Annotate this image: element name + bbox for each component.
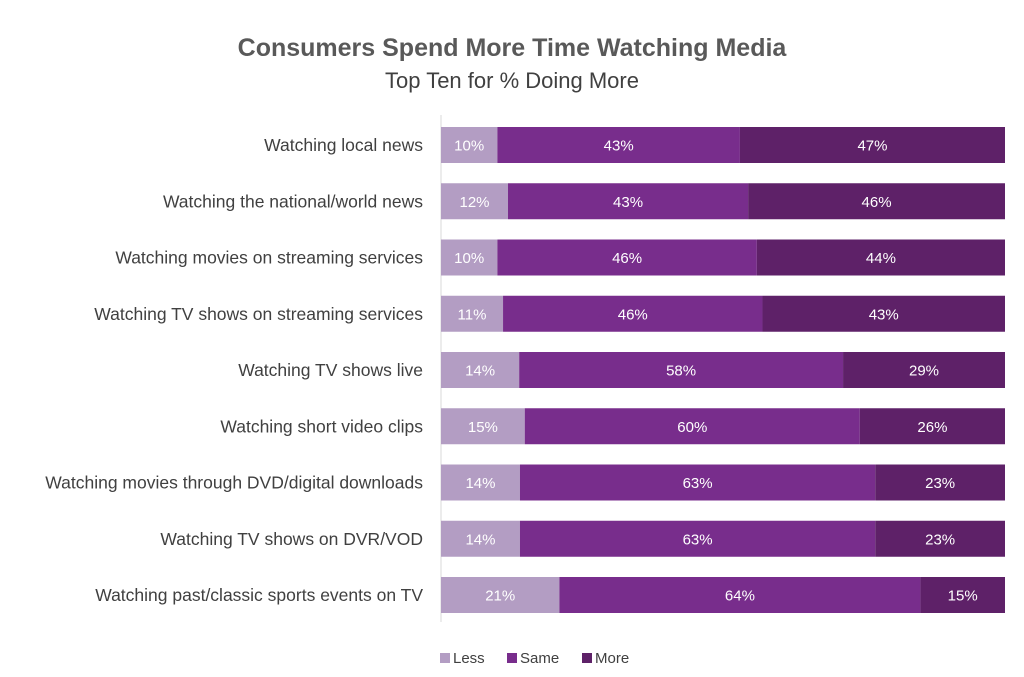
data-label: 58%	[666, 363, 696, 380]
category-label: Watching short video clips	[220, 416, 423, 436]
data-label: 63%	[683, 531, 713, 548]
category-label: Watching TV shows on streaming services	[94, 304, 423, 324]
bar-segment-less	[441, 520, 520, 557]
data-label: 15%	[468, 419, 498, 436]
legend-label-same: Same	[520, 650, 559, 667]
data-label: 47%	[857, 138, 887, 155]
bar-segment-same	[559, 577, 921, 613]
chart-subtitle: Top Ten for % Doing More	[385, 68, 639, 93]
bar-segment-less	[441, 408, 525, 445]
bar-segment-same	[524, 408, 860, 445]
chart-title: Consumers Spend More Time Watching Media	[237, 34, 787, 62]
data-label: 15%	[948, 588, 978, 605]
bar-segment-same	[519, 352, 844, 388]
data-label: 26%	[917, 419, 947, 436]
bar-segment-more	[748, 183, 1005, 220]
bar-segment-less	[441, 127, 498, 163]
data-label: 14%	[465, 363, 495, 380]
data-label: 21%	[485, 588, 515, 605]
data-label: 12%	[459, 194, 489, 211]
bar-segment-less	[441, 464, 520, 501]
bar-segment-less	[441, 295, 504, 332]
bar-segment-more	[920, 577, 1005, 613]
bar-segment-less	[441, 239, 498, 276]
data-label: 10%	[454, 250, 484, 267]
data-label: 60%	[677, 419, 707, 436]
bar-segment-more	[756, 239, 1005, 276]
data-label: 43%	[613, 194, 643, 211]
data-label: 46%	[618, 306, 648, 323]
data-label: 44%	[866, 250, 896, 267]
legend-swatch-less	[440, 653, 450, 663]
bar-segment-same	[519, 520, 876, 557]
bar-segment-less	[441, 183, 509, 220]
legend-swatch-more	[582, 653, 592, 663]
data-label: 46%	[862, 194, 892, 211]
data-label: 63%	[683, 475, 713, 492]
legend-label-more: More	[595, 650, 629, 667]
category-label: Watching the national/world news	[163, 191, 423, 211]
bar-segment-same	[497, 239, 757, 276]
bar-segment-less	[441, 352, 520, 388]
bar-segment-same	[503, 295, 763, 332]
category-label: Watching past/classic sports events on T…	[95, 585, 423, 605]
data-label: 14%	[465, 531, 495, 548]
data-label: 43%	[869, 306, 899, 323]
data-label: 46%	[612, 250, 642, 267]
bar-segment-more	[859, 408, 1005, 445]
data-label: 23%	[925, 475, 955, 492]
bar-segment-same	[519, 464, 876, 501]
category-label: Watching TV shows live	[238, 360, 423, 380]
legend-label-less: Less	[453, 650, 485, 667]
data-label: 29%	[909, 363, 939, 380]
bar-segment-more	[843, 352, 1005, 388]
category-label: Watching movies on streaming services	[115, 248, 423, 268]
bar-segment-same	[497, 127, 740, 163]
data-label: 43%	[604, 138, 634, 155]
bar-segment-more	[875, 520, 1005, 557]
legend-swatch-same	[507, 653, 517, 663]
category-label: Watching movies through DVD/digital down…	[45, 473, 423, 493]
data-label: 11%	[458, 306, 487, 323]
category-label: Watching TV shows on DVR/VOD	[160, 529, 423, 549]
data-label: 10%	[454, 138, 484, 155]
bar-segment-less	[441, 577, 560, 613]
category-label: Watching local news	[264, 135, 423, 155]
bar-segment-more	[739, 127, 1005, 163]
data-label: 14%	[465, 475, 495, 492]
bar-segment-same	[508, 183, 749, 220]
data-label: 64%	[725, 588, 755, 605]
bar-segment-more	[762, 295, 1005, 332]
data-label: 23%	[925, 531, 955, 548]
bar-segment-more	[875, 464, 1005, 501]
